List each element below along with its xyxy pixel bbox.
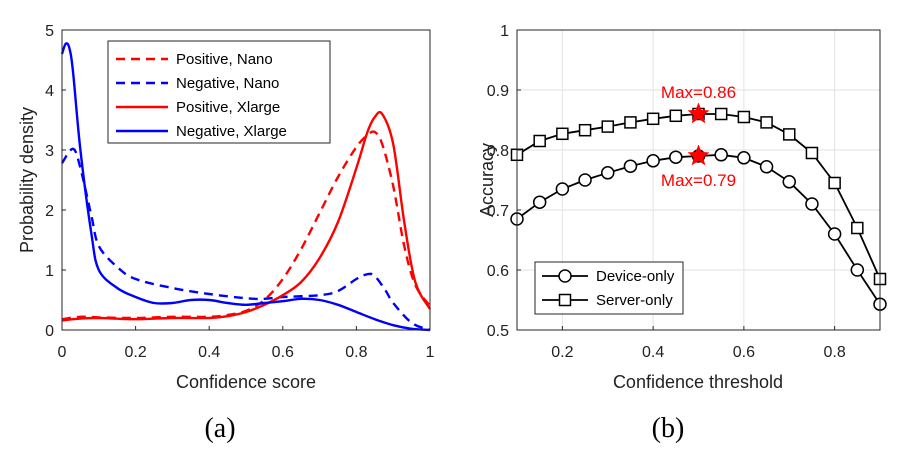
legend-entry-label: Positive, Nano [176, 51, 273, 68]
panel-b-caption: (b) [652, 413, 685, 444]
series-device-only-point [714, 148, 728, 162]
legend-entry-label: Negative, Xlarge [176, 123, 287, 140]
series-server-only [510, 107, 887, 286]
panel-b-y-tick-label: 0.9 [487, 83, 509, 100]
series-negative-xlarge-line [60, 42, 431, 332]
series-device-only-point [782, 175, 796, 189]
panel-a-x-label: Confidence score [176, 372, 316, 392]
panel-b-x-tick-label: 0.4 [642, 344, 664, 361]
series-device-only-point [669, 150, 683, 164]
series-device-only-point [555, 182, 570, 196]
panel-a-x-tick-label: 1 [426, 344, 435, 361]
series-server-only-point [624, 116, 637, 129]
panel-a-y-tick-label: 0 [45, 323, 54, 340]
series-server-only-point [783, 128, 796, 141]
series-server-only-point [556, 127, 569, 141]
series-device-only-point [850, 263, 865, 277]
panel-b-y-tick-label: 0.6 [487, 263, 509, 280]
panel-a-y-tick-label: 4 [45, 83, 54, 100]
legend-entry-label: Device-only [596, 268, 675, 285]
panel-b-y-tick-label: 0.7 [487, 203, 509, 220]
series-server-only-point [828, 176, 841, 190]
series-device-only-point [737, 151, 751, 165]
panel-a-x-ticks: 0 0.2 0.4 0.6 0.8 1 [58, 326, 435, 361]
panel-b-x-tick-label: 0.6 [733, 344, 755, 361]
panel-a-y-tick-label: 1 [45, 263, 54, 280]
panel-a-series [60, 42, 432, 332]
panel-b-x-tick-label: 0.2 [551, 344, 573, 361]
panel-b-y-tick-label: 0.5 [487, 323, 509, 340]
series-device-only-point [805, 197, 819, 211]
panel-b-x-ticks: 0.2 0.4 0.6 0.8 [551, 326, 846, 361]
panel-b: 0.2 0.4 0.6 0.8 0.50.60.70.80.91 Max=0.86Ma… [477, 23, 887, 444]
series-device-only-point [827, 227, 842, 241]
series-server-only-point [669, 109, 683, 123]
series-device-only-point [601, 166, 615, 180]
max-star-marker [687, 102, 710, 124]
series-server-only-point [805, 146, 819, 160]
max-annotation-label: Max=0.86 [661, 83, 736, 102]
max-star-marker [687, 144, 710, 166]
legend-entry-label: Server-only [596, 292, 673, 309]
panel-b-legend: Device-only Server-only [534, 261, 684, 315]
panel-a: 0 0.2 0.4 0.6 0.8 1 0 1 2 3 4 5 Confidence score P… [17, 23, 435, 444]
series-server-only-point [533, 134, 546, 148]
legend-entry-label: Positive, Xlarge [176, 99, 280, 116]
legend-marker [558, 269, 572, 283]
series-server-only-point [851, 221, 864, 235]
panel-b-x-label: Confidence threshold [613, 372, 783, 392]
series-server-only-point [601, 120, 614, 133]
series-server-only-point [760, 116, 773, 129]
series-server-only-point [578, 123, 592, 137]
panel-a-y-tick-label: 3 [45, 143, 54, 160]
panel-a-x-tick-label: 0.2 [124, 344, 146, 361]
panel-b-y-tick-label: 0.8 [487, 143, 509, 160]
panel-a-legend: Positive, Nano Negative, Nano Positive, Xl… [107, 40, 331, 144]
panel-b-axes-box [516, 29, 881, 331]
series-device-only-point [646, 154, 660, 168]
panel-a-x-tick-label: 0.6 [272, 344, 294, 361]
series-device-only-point [532, 195, 547, 209]
series-server-only-line [516, 113, 881, 280]
series-device-only-point [759, 160, 774, 174]
series-positive-nano-line [61, 130, 431, 321]
series-negative-nano-line [61, 147, 431, 332]
panel-a-y-tick-label: 5 [45, 23, 54, 40]
legend-entry-label: Negative, Nano [176, 75, 279, 92]
panel-b-y-label: Accuracy [477, 143, 497, 217]
series-positive-xlarge-line [61, 110, 432, 322]
series-server-only-point [714, 107, 728, 121]
panel-b-x-tick-label: 0.8 [824, 344, 846, 361]
panel-b-highlights: Max=0.86 Max=0.79 [661, 83, 736, 190]
panel-a-caption: (a) [204, 413, 235, 444]
panel-a-x-tick-label: 0 [58, 344, 67, 361]
panel-a-y-ticks: 0 1 2 3 4 5 [45, 23, 66, 340]
max-annotation-label: Max=0.79 [661, 171, 736, 190]
series-device-only-point [578, 173, 592, 187]
panel-a-legend-box [107, 40, 331, 144]
series-server-only-point [646, 112, 660, 126]
panel-a-y-label: Probability density [17, 107, 37, 253]
panel-a-axes-box [61, 29, 431, 331]
legend-marker [558, 293, 572, 307]
panel-a-x-tick-label: 0.4 [198, 344, 220, 361]
panel-b-y-ticks: 0.5 0.6 0.7 0.8 0.9 1 [487, 23, 521, 340]
panel-b-y-tick-label: 1 [500, 23, 509, 40]
series-server-only-point [737, 110, 751, 124]
series-device-only-point [623, 159, 638, 173]
panel-a-x-tick-label: 0.8 [345, 344, 367, 361]
panel-a-y-tick-label: 2 [45, 203, 54, 220]
